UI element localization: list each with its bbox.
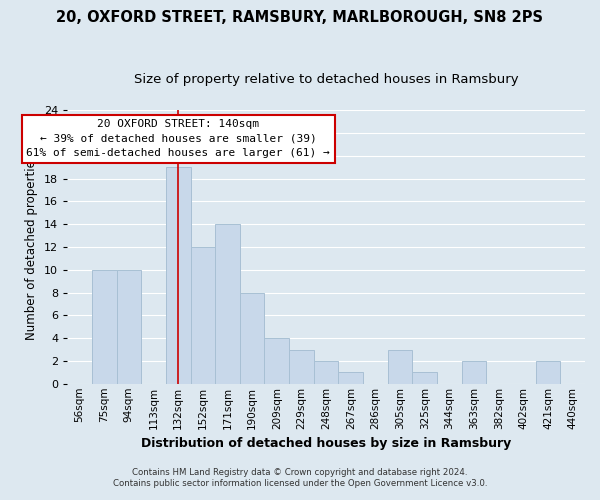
- Bar: [166, 168, 191, 384]
- Bar: [92, 270, 116, 384]
- X-axis label: Distribution of detached houses by size in Ramsbury: Distribution of detached houses by size …: [141, 437, 511, 450]
- Bar: [338, 372, 363, 384]
- Bar: [240, 292, 265, 384]
- Bar: [116, 270, 141, 384]
- Bar: [412, 372, 437, 384]
- Title: Size of property relative to detached houses in Ramsbury: Size of property relative to detached ho…: [134, 72, 518, 86]
- Text: 20, OXFORD STREET, RAMSBURY, MARLBOROUGH, SN8 2PS: 20, OXFORD STREET, RAMSBURY, MARLBOROUGH…: [56, 10, 544, 25]
- Bar: [215, 224, 240, 384]
- Bar: [388, 350, 412, 384]
- Text: 20 OXFORD STREET: 140sqm
← 39% of detached houses are smaller (39)
61% of semi-d: 20 OXFORD STREET: 140sqm ← 39% of detach…: [26, 120, 330, 158]
- Bar: [265, 338, 289, 384]
- Y-axis label: Number of detached properties: Number of detached properties: [25, 154, 38, 340]
- Bar: [462, 361, 487, 384]
- Bar: [191, 247, 215, 384]
- Text: Contains HM Land Registry data © Crown copyright and database right 2024.
Contai: Contains HM Land Registry data © Crown c…: [113, 468, 487, 487]
- Bar: [536, 361, 560, 384]
- Bar: [314, 361, 338, 384]
- Bar: [289, 350, 314, 384]
